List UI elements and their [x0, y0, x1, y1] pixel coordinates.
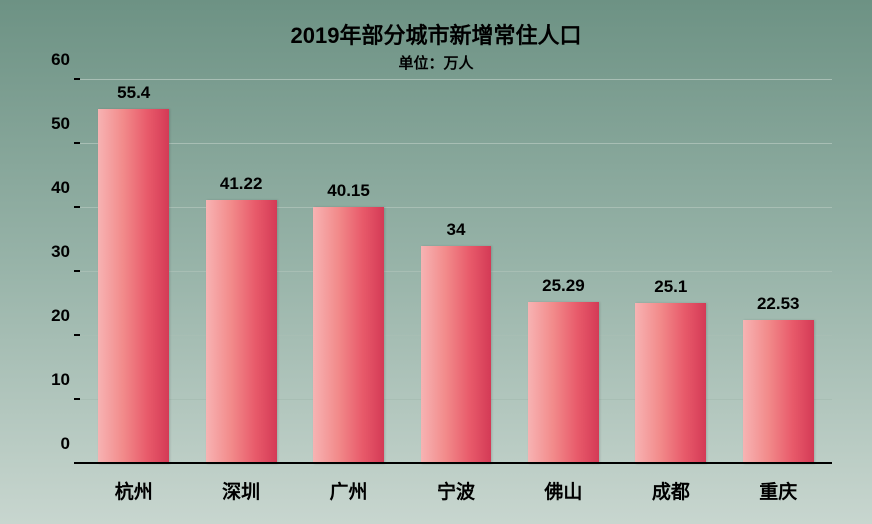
bars-group: 55.4 41.2240.1534 25.2925.122.53 — [80, 80, 832, 464]
y-tick-label: 10 — [51, 370, 70, 390]
bar — [421, 246, 492, 464]
x-axis-label: 宁波 — [402, 477, 509, 504]
chart-subtitle: 单位：万人 — [30, 52, 842, 73]
x-axis-label: 杭州 — [80, 477, 187, 504]
y-tick-label: 40 — [51, 178, 70, 198]
y-tick-label: 30 — [51, 242, 70, 262]
bar-slot: 34 — [402, 80, 509, 464]
x-axis-label: 重庆 — [725, 477, 832, 504]
x-axis-label: 成都 — [617, 477, 724, 504]
bar — [635, 303, 706, 464]
bar — [98, 109, 169, 464]
bar-slot: 25.29 — [510, 80, 617, 464]
x-axis-label: 佛山 — [510, 477, 617, 504]
data-label: 41.22 — [187, 174, 294, 194]
x-axis-line — [80, 462, 832, 464]
x-axis-labels: 杭州深圳广州宁波佛山成都重庆 — [80, 477, 832, 504]
y-tick-label: 20 — [51, 306, 70, 326]
data-label: 22.53 — [725, 294, 832, 314]
bar-slot: 22.53 — [725, 80, 832, 464]
data-label: 25.29 — [510, 276, 617, 296]
bar — [206, 200, 277, 464]
chart-title: 2019年部分城市新增常住人口 — [30, 18, 842, 50]
bar — [528, 302, 599, 464]
y-tick-label: 0 — [61, 434, 70, 454]
bar — [313, 207, 384, 464]
bar-slot: 55.4 — [80, 80, 187, 464]
bar-slot: 25.1 — [617, 80, 724, 464]
y-tick-label: 60 — [51, 50, 70, 70]
bar-slot: 41.22 — [187, 80, 294, 464]
y-tick-label: 50 — [51, 114, 70, 134]
bar — [743, 320, 814, 464]
x-axis-label: 广州 — [295, 477, 402, 504]
data-label: 40.15 — [295, 181, 402, 201]
bar-slot: 40.15 — [295, 80, 402, 464]
data-label: 25.1 — [617, 277, 724, 297]
plot-area: 0102030405060 55.441.2240.153425.2925.12… — [80, 80, 832, 464]
data-label: 34 — [402, 220, 509, 240]
chart-container: 2019年部分城市新增常住人口 单位：万人 0 10 20 30 40 50 60 55.4… — [0, 0, 872, 524]
data-label: 55.4 — [80, 83, 187, 103]
x-axis-label: 深圳 — [187, 477, 294, 504]
